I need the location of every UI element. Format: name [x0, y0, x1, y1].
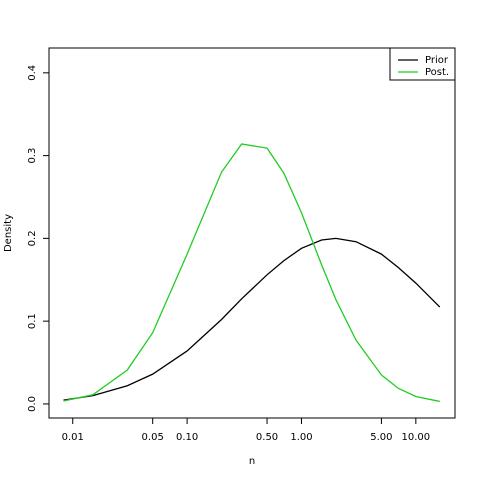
y-tick-label: 0.0 [27, 396, 38, 412]
x-tick-label: 0.05 [142, 432, 164, 443]
plot-box [48, 47, 456, 419]
y-tick-label: 0.4 [27, 65, 38, 81]
series-line [63, 237, 441, 401]
x-tick-label: 10.00 [402, 432, 431, 443]
legend-label: Prior [425, 55, 449, 66]
x-tick-label: 0.50 [256, 432, 278, 443]
series-line [63, 143, 440, 403]
x-tick-label: 1.00 [290, 432, 312, 443]
y-tick-label: 0.1 [27, 313, 38, 329]
x-tick-label: 5.00 [370, 432, 392, 443]
x-axis-label: n [249, 456, 255, 467]
x-tick-label: 0.01 [62, 432, 84, 443]
x-tick-label: 0.10 [176, 432, 198, 443]
y-tick-label: 0.2 [27, 230, 38, 246]
y-axis-label: Density [3, 214, 14, 252]
y-tick-label: 0.3 [27, 148, 38, 164]
legend-box [389, 47, 456, 81]
legend-label: Post. [425, 67, 449, 78]
